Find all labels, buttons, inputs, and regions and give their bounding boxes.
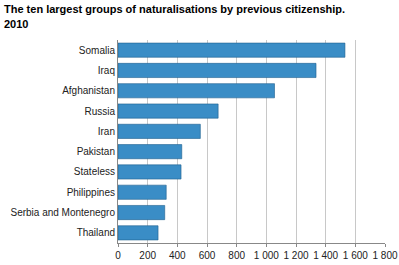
svg-text:Iraq: Iraq (98, 65, 115, 76)
svg-text:1 000: 1 000 (254, 250, 279, 261)
svg-text:200: 200 (139, 250, 156, 261)
svg-text:Serbia and Montenegro: Serbia and Montenegro (10, 207, 115, 218)
svg-text:The ten largest groups of natu: The ten largest groups of naturalisation… (4, 3, 345, 29)
svg-text:Thailand: Thailand (77, 227, 115, 238)
svg-text:Philippines: Philippines (67, 187, 115, 198)
svg-text:Stateless: Stateless (74, 166, 115, 177)
svg-text:Pakistan: Pakistan (77, 146, 115, 157)
svg-text:Russia: Russia (84, 106, 115, 117)
svg-text:0: 0 (115, 250, 121, 261)
svg-text:Somalia: Somalia (79, 45, 116, 56)
svg-text:800: 800 (228, 250, 245, 261)
svg-text:600: 600 (199, 250, 216, 261)
svg-text:1 400: 1 400 (313, 250, 338, 261)
svg-text:400: 400 (169, 250, 186, 261)
svg-text:1 600: 1 600 (343, 250, 368, 261)
svg-text:Iran: Iran (98, 126, 115, 137)
svg-text:Afghanistan: Afghanistan (62, 85, 115, 96)
svg-text:1 800: 1 800 (372, 250, 397, 261)
svg-text:1 200: 1 200 (283, 250, 308, 261)
